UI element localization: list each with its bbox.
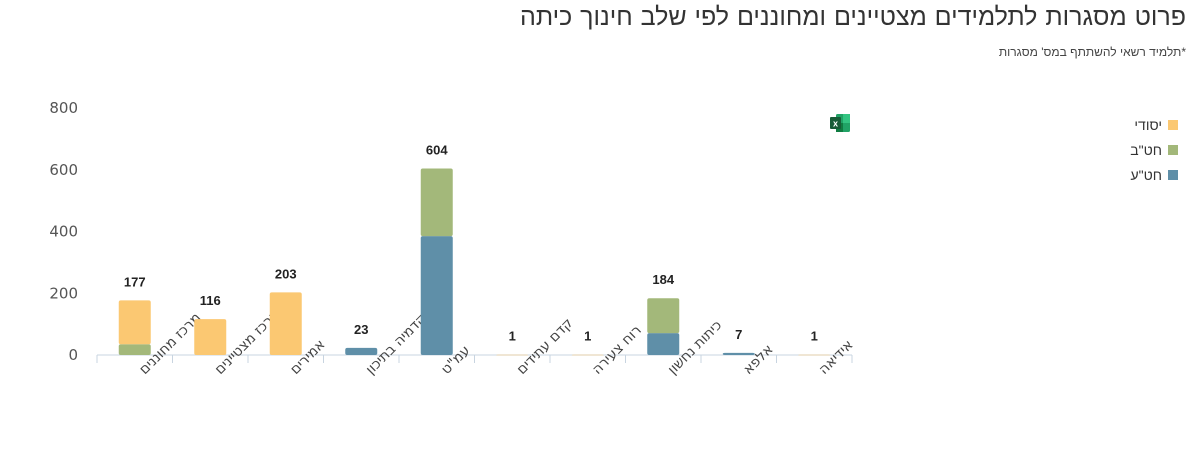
x-tick-label: אלפא [740, 341, 776, 377]
data-label: 184 [652, 272, 674, 287]
bar-segment [571, 354, 604, 356]
chart-title: פרוט מסגרות לתלמידים מצטיינים ומחוננים ל… [520, 2, 1186, 31]
x-tick-label: קדם עתידים [514, 315, 577, 378]
bar-segment [118, 344, 151, 355]
bar-segment [647, 298, 680, 334]
x-tick-label: רוח צעירה [589, 322, 645, 378]
bar-segment [420, 236, 453, 355]
legend-swatch [1168, 119, 1178, 130]
data-label: 604 [426, 143, 448, 158]
bar-segment [269, 292, 302, 355]
bar-segment [345, 347, 378, 355]
excel-icon[interactable]: x [829, 113, 851, 133]
data-label: 1 [584, 329, 591, 344]
bar-segment [798, 354, 831, 356]
y-tick-label: 800 [49, 99, 78, 117]
data-label: 203 [275, 266, 297, 281]
bar-segment [420, 168, 453, 237]
data-label: 23 [354, 322, 368, 337]
legend-swatch [1168, 169, 1178, 180]
legend-item[interactable]: חט"ב [1130, 137, 1178, 162]
bar-segment [722, 352, 755, 355]
data-label: 1 [811, 329, 818, 344]
y-tick-label: 400 [49, 223, 78, 241]
legend: יסודי חט"ב חט"ע [1130, 112, 1178, 187]
legend-item[interactable]: יסודי [1130, 112, 1178, 137]
y-tick-label: 0 [68, 346, 78, 364]
bar-segment [194, 319, 227, 355]
legend-label: חט"ב [1130, 141, 1162, 158]
legend-swatch [1168, 144, 1178, 155]
legend-label: חט"ע [1130, 166, 1162, 183]
data-label: 116 [200, 293, 221, 308]
bar-segment [647, 333, 680, 355]
y-tick-label: 200 [49, 284, 78, 302]
y-tick-label: 600 [49, 161, 78, 179]
x-tick-label: אידיאה [816, 337, 857, 378]
legend-label: יסודי [1134, 116, 1162, 133]
chart-subtitle: *תלמיד רשאי להשתתף במס' מסגרות [998, 45, 1186, 59]
bar-segment [118, 300, 151, 345]
bar-segment [496, 354, 529, 356]
data-label: 1 [509, 329, 516, 344]
svg-text:x: x [833, 119, 838, 129]
legend-item[interactable]: חט"ע [1130, 162, 1178, 187]
data-label: 177 [124, 274, 146, 289]
data-label: 7 [735, 327, 742, 342]
